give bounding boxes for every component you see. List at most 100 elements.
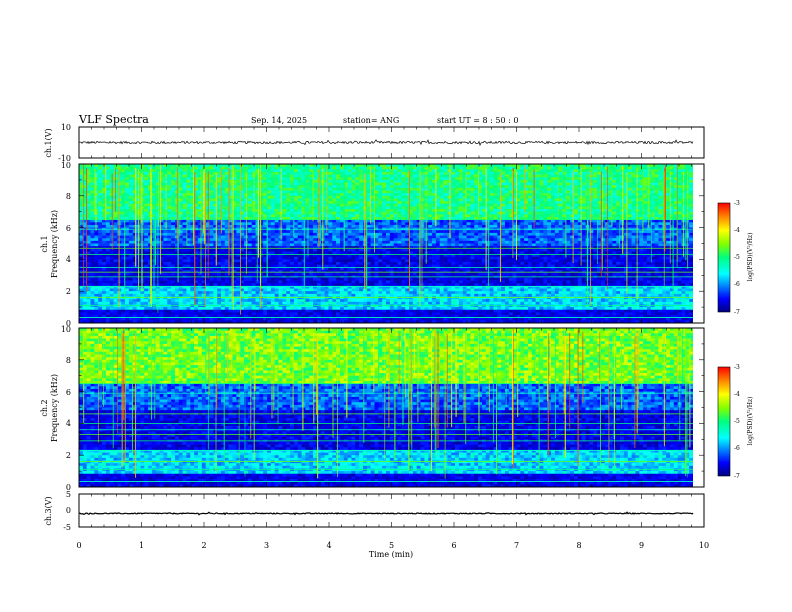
ch1-ylabel: ch.1(V) (44, 128, 53, 157)
spectrogram-cell (577, 232, 583, 236)
spectrogram-cell (581, 185, 586, 189)
spectrogram-cell (627, 166, 632, 170)
spectrogram-cell (309, 214, 314, 218)
spectrogram-cell (543, 177, 548, 181)
spectrogram-cell (332, 164, 337, 167)
spectrogram-cell (547, 190, 552, 194)
spectrogram-cell (274, 195, 279, 199)
spectrogram-cell (293, 222, 299, 226)
spectrogram-cell (121, 179, 126, 183)
spectrogram-cell (336, 198, 341, 202)
spectrogram-cell (551, 203, 556, 207)
spectrogram-cell (339, 174, 345, 178)
spectrogram-cell (190, 211, 195, 215)
spectrogram-cell (263, 182, 268, 186)
spectrogram-cell (508, 164, 513, 167)
spectrogram-cell (432, 182, 437, 186)
spectrogram-cell (597, 190, 602, 194)
spectrogram-cell (650, 169, 655, 173)
spectrogram-cell (386, 224, 391, 228)
spectrogram-cell (643, 211, 648, 215)
spectrogram-cell (90, 187, 95, 191)
spectrogram-cell (478, 187, 483, 191)
spectrogram-cell (293, 224, 299, 228)
spectrogram-cell (347, 219, 352, 223)
spectrogram-cell (86, 166, 91, 170)
spectrogram-cell (412, 240, 417, 244)
spectrogram-cell (416, 187, 421, 191)
spectrogram-cell (673, 171, 678, 175)
spectrogram-cell (213, 190, 218, 194)
spectrogram-cell (359, 177, 364, 181)
spectrogram-cell (355, 193, 360, 197)
spectrogram-cell (102, 206, 107, 210)
spectrogram-cell (82, 230, 87, 234)
spectrogram-cell (527, 201, 533, 205)
spectrogram-cell (366, 217, 371, 220)
spectrogram-cell (270, 182, 276, 186)
spectrogram-cell (374, 171, 379, 175)
spectrogram-cell (600, 217, 606, 220)
spectrogram-cell (178, 222, 183, 226)
spectrogram-cell (347, 209, 352, 212)
spectrogram-cell (228, 187, 233, 191)
spectrogram-cell (389, 187, 394, 191)
spectrogram-cell (543, 198, 548, 202)
spectrogram-cell (458, 195, 464, 199)
spectrogram-cell (90, 177, 95, 181)
spectrogram-cell (547, 166, 552, 170)
spectrogram-cell (432, 209, 437, 212)
spectrogram-cell (251, 230, 256, 234)
spectrogram-cell (351, 224, 356, 228)
spectrogram-cell (551, 219, 556, 223)
spectrogram-cell (386, 182, 391, 186)
spectrogram-cell (263, 190, 268, 194)
spectrogram-cell (232, 179, 237, 183)
spectrogram-cell (470, 190, 475, 194)
spectrogram-cell (205, 195, 210, 199)
spectrogram-cell (163, 214, 168, 218)
spectrogram-cell (247, 190, 252, 194)
spectrogram-cell (527, 240, 533, 244)
spectrogram-cell (220, 169, 226, 173)
spectrogram-cell (401, 187, 406, 191)
spectrogram-cell (577, 206, 583, 210)
spectrogram-cell (673, 209, 678, 212)
spectrogram-cell (432, 219, 437, 223)
spectrogram-cell (197, 174, 203, 178)
spectrogram-cell (439, 187, 444, 191)
spectrogram-cell (501, 238, 506, 242)
spectrogram-cell (94, 219, 99, 223)
spectrogram-cell (270, 243, 276, 247)
spectrogram-cell (604, 198, 609, 202)
spectrogram-cell (466, 222, 471, 226)
spectrogram-cell (102, 171, 107, 175)
spectrogram-cell (539, 211, 544, 215)
spectrogram-cell (643, 240, 648, 244)
spectrogram-cell (481, 209, 487, 212)
spectrogram-cell (566, 195, 571, 199)
spectrogram-cell (313, 174, 318, 178)
spectrogram-cell (102, 219, 107, 223)
spectrogram-cell (224, 187, 229, 191)
spectrogram-cell (428, 174, 433, 178)
spectrogram-cell (643, 206, 648, 210)
spectrogram-cell (178, 171, 183, 175)
spectrogram-cell (351, 174, 356, 178)
spectrogram-cell (669, 222, 675, 226)
spectrogram-cell (148, 190, 153, 194)
spectrogram-cell (623, 219, 629, 223)
spectrogram-cell (332, 240, 337, 244)
spectrogram-cell (539, 171, 544, 175)
spectrogram-cell (313, 190, 318, 194)
spectrogram-cell (485, 190, 490, 194)
spectrogram-cell (359, 211, 364, 215)
spectrogram-cell (343, 201, 348, 205)
spectrogram-cell (113, 214, 118, 218)
spectrogram-cell (673, 187, 678, 191)
spectrogram-cell (635, 201, 640, 205)
spectrogram-cell (105, 240, 110, 244)
spectrogram-cell (462, 179, 467, 183)
spectrogram-cell (382, 206, 387, 210)
spectrogram-cell (428, 169, 433, 173)
